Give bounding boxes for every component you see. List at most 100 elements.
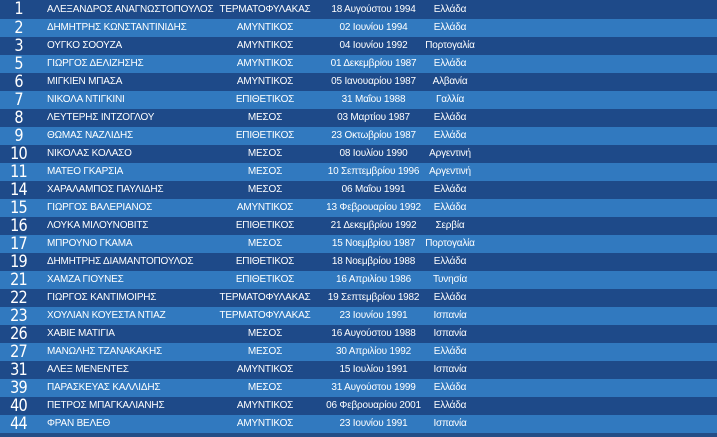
player-name: ΓΙΩΡΓΟΣ ΔΕΛΙΖΗΣΗΣ	[47, 58, 144, 69]
player-nationality: Ελλάδα	[433, 202, 467, 213]
player-birth-date: 01 Δεκεμβρίου 1987	[330, 58, 417, 69]
table-row: 14 ΧΑΡΑΛΑΜΠΟΣ ΠΑΥΛΙΔΗΣ ΜΕΣΟΣ 06 Μαΐου 19…	[0, 181, 717, 199]
player-position: ΜΕΣΟΣ	[247, 346, 283, 357]
table-row: 7 ΝΙΚΟΛΑ ΝΤΙΓΚΙΝΙ ΕΠΙΘΕΤΙΚΟΣ 31 Μαΐου 19…	[0, 91, 717, 109]
player-name: ΧΑΜΖΑ ΓΙΟΥΝΕΣ	[47, 274, 124, 285]
player-name: ΟΥΓΚΟ ΣΟΟΥΖΑ	[47, 40, 123, 51]
table-row: 26 ΧΑΒΙΕ ΜΑΤΙΓΙΑ ΜΕΣΟΣ 16 Αυγούστου 1988…	[0, 325, 717, 343]
player-nationality: Αργεντινή	[429, 148, 471, 159]
player-nationality: Ελλάδα	[433, 130, 467, 141]
player-position: ΜΕΣΟΣ	[247, 166, 283, 177]
player-number: 3	[14, 36, 23, 56]
player-birth-date: 06 Φεβρουαρίου 2001	[326, 400, 421, 411]
player-nationality: Σερβία	[435, 220, 465, 231]
player-birth-date: 10 Σεπτεμβρίου 1996	[327, 166, 420, 177]
player-nationality: Ελλάδα	[433, 256, 467, 267]
player-birth-date: 23 Ιουνίου 1991	[339, 418, 408, 429]
player-name: ΓΙΩΡΓΟΣ ΒΑΛΕΡΙΑΝΟΣ	[47, 202, 153, 213]
player-birth-date: 16 Αυγούστου 1988	[331, 328, 416, 339]
player-position: ΜΕΣΟΣ	[247, 382, 283, 393]
player-position: ΑΜΥΝΤΙΚΟΣ	[236, 58, 294, 69]
player-number: 7	[14, 90, 23, 110]
table-row: 11 ΜΑΤΕΟ ΓΚΑΡΣΙΑ ΜΕΣΟΣ 10 Σεπτεμβρίου 19…	[0, 163, 717, 181]
player-birth-date: 18 Νοεμβρίου 1988	[331, 256, 416, 267]
player-name: ΧΑΡΑΛΑΜΠΟΣ ΠΑΥΛΙΔΗΣ	[47, 184, 164, 195]
player-nationality: Ισπανία	[433, 364, 467, 375]
player-number: 22	[10, 288, 28, 308]
player-number: 40	[10, 396, 28, 416]
player-birth-date: 18 Αυγούστου 1994	[331, 4, 416, 15]
table-row: 23 ΧΟΥΛΙΑΝ ΚΟΥΕΣΤΑ ΝΤΙΑΖ ΤΕΡΜΑΤΟΦΥΛΑΚΑΣ …	[0, 307, 717, 325]
player-number: 19	[10, 252, 28, 272]
player-nationality: Ελλάδα	[433, 58, 467, 69]
player-position: ΑΜΥΝΤΙΚΟΣ	[236, 76, 294, 87]
player-name: ΜΠΡΟΥΝΟ ΓΚΑΜΑ	[47, 238, 133, 249]
player-nationality: Ελλάδα	[433, 22, 467, 33]
player-nationality: Ισπανία	[433, 328, 467, 339]
table-row: 15 ΓΙΩΡΓΟΣ ΒΑΛΕΡΙΑΝΟΣ ΑΜΥΝΤΙΚΟΣ 13 Φεβρο…	[0, 199, 717, 217]
player-birth-date: 06 Μαΐου 1991	[341, 184, 406, 195]
player-birth-date: 15 Νοεμβρίου 1987	[331, 238, 416, 249]
player-number: 31	[10, 360, 28, 380]
table-row: 22 ΓΙΩΡΓΟΣ ΚΑΝΤΙΜΟΙΡΗΣ ΤΕΡΜΑΤΟΦΥΛΑΚΑΣ 19…	[0, 289, 717, 307]
table-row: 3 ΟΥΓΚΟ ΣΟΟΥΖΑ ΑΜΥΝΤΙΚΟΣ 04 Ιουνίου 1992…	[0, 37, 717, 55]
player-birth-date: 15 Ιουλίου 1991	[339, 364, 408, 375]
player-name: ΜΙΓΚΙΕΝ ΜΠΑΣΑ	[47, 76, 123, 87]
player-number: 11	[10, 162, 28, 182]
player-nationality: Ελλάδα	[433, 112, 467, 123]
player-name: ΘΩΜΑΣ ΝΑΖΛΙΔΗΣ	[47, 130, 133, 141]
table-row: 44 ΦΡΑΝ ΒΕΛΕΘ ΑΜΥΝΤΙΚΟΣ 23 Ιουνίου 1991 …	[0, 415, 717, 433]
player-birth-date: 04 Ιουνίου 1992	[339, 40, 408, 51]
player-number: 14	[10, 180, 28, 200]
player-nationality: Ελλάδα	[433, 184, 467, 195]
player-name: ΑΛΕΞΑΝΔΡΟΣ ΑΝΑΓΝΩΣΤΟΠΟΥΛΟΣ	[47, 4, 214, 15]
player-position: ΕΠΙΘΕΤΙΚΟΣ	[235, 256, 295, 267]
player-number: 1	[14, 0, 23, 19]
table-row: 31 ΑΛΕΞ ΜΕΝΕΝΤΕΣ ΑΜΥΝΤΙΚΟΣ 15 Ιουλίου 19…	[0, 361, 717, 379]
player-position: ΤΕΡΜΑΤΟΦΥΛΑΚΑΣ	[219, 310, 311, 321]
player-number: 9	[14, 126, 23, 146]
player-birth-date: 05 Ιανουαρίου 1987	[331, 76, 416, 87]
table-row: 10 ΝΙΚΟΛΑΣ ΚΟΛΑΣΟ ΜΕΣΟΣ 08 Ιουλίου 1990 …	[0, 145, 717, 163]
player-position: ΕΠΙΘΕΤΙΚΟΣ	[235, 130, 295, 141]
player-position: ΑΜΥΝΤΙΚΟΣ	[236, 364, 294, 375]
player-name: ΝΙΚΟΛΑΣ ΚΟΛΑΣΟ	[47, 148, 132, 159]
player-name: ΑΛΕΞ ΜΕΝΕΝΤΕΣ	[47, 364, 129, 375]
player-name: ΧΑΒΙΕ ΜΑΤΙΓΙΑ	[47, 328, 115, 339]
player-number: 44	[10, 414, 28, 434]
player-number: 23	[10, 306, 28, 326]
table-row: 27 ΜΑΝΩΛΗΣ ΤΖΑΝΑΚΑΚΗΣ ΜΕΣΟΣ 30 Απριλίου …	[0, 343, 717, 361]
player-position: ΑΜΥΝΤΙΚΟΣ	[236, 202, 294, 213]
player-position: ΤΕΡΜΑΤΟΦΥΛΑΚΑΣ	[219, 4, 311, 15]
player-birth-date: 08 Ιουλίου 1990	[339, 148, 408, 159]
player-birth-date: 21 Δεκεμβρίου 1992	[330, 220, 417, 231]
player-position: ΕΠΙΘΕΤΙΚΟΣ	[235, 94, 295, 105]
player-position: ΑΜΥΝΤΙΚΟΣ	[236, 400, 294, 411]
player-name: ΠΕΤΡΟΣ ΜΠΑΓΚΑΛΙΑΝΗΣ	[47, 400, 165, 411]
player-name: ΛΟΥΚΑ ΜΙΛΟΥΝΟΒΙΤΣ	[47, 220, 149, 231]
player-number: 27	[10, 342, 28, 362]
table-row: 40 ΠΕΤΡΟΣ ΜΠΑΓΚΑΛΙΑΝΗΣ ΑΜΥΝΤΙΚΟΣ 06 Φεβρ…	[0, 397, 717, 415]
table-row: 9 ΘΩΜΑΣ ΝΑΖΛΙΔΗΣ ΕΠΙΘΕΤΙΚΟΣ 23 Οκτωβρίου…	[0, 127, 717, 145]
player-position: ΜΕΣΟΣ	[247, 328, 283, 339]
player-position: ΜΕΣΟΣ	[247, 238, 283, 249]
player-nationality: Ελλάδα	[433, 292, 467, 303]
table-row: 19 ΔΗΜΗΤΡΗΣ ΔΙΑΜΑΝΤΟΠΟΥΛΟΣ ΕΠΙΘΕΤΙΚΟΣ 18…	[0, 253, 717, 271]
player-name: ΓΙΩΡΓΟΣ ΚΑΝΤΙΜΟΙΡΗΣ	[47, 292, 157, 303]
player-name: ΔΗΜΗΤΡΗΣ ΚΩΝΣΤΑΝΤΙΝΙΔΗΣ	[47, 22, 187, 33]
player-birth-date: 16 Απριλίου 1986	[336, 274, 411, 285]
player-number: 39	[10, 378, 28, 398]
player-nationality: Ελλάδα	[433, 382, 467, 393]
player-position: ΜΕΣΟΣ	[247, 112, 283, 123]
player-position: ΜΕΣΟΣ	[247, 148, 283, 159]
player-birth-date: 03 Μαρτίου 1987	[337, 112, 410, 123]
player-number: 2	[14, 18, 23, 38]
player-nationality: Ελλάδα	[433, 4, 467, 15]
player-birth-date: 31 Αυγούστου 1999	[331, 382, 416, 393]
player-number: 16	[10, 216, 28, 236]
table-row: 6 ΜΙΓΚΙΕΝ ΜΠΑΣΑ ΑΜΥΝΤΙΚΟΣ 05 Ιανουαρίου …	[0, 73, 717, 91]
player-birth-date: 02 Ιουνίου 1994	[339, 22, 408, 33]
player-nationality: Τυνησία	[432, 274, 468, 285]
player-birth-date: 23 Οκτωβρίου 1987	[331, 130, 416, 141]
